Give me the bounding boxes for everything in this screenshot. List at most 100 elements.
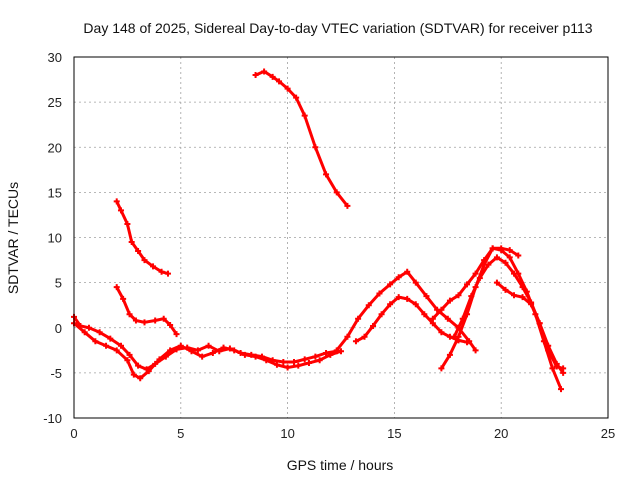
data-point bbox=[152, 317, 159, 324]
data-point bbox=[107, 335, 114, 342]
x-tick-label: 10 bbox=[280, 426, 294, 441]
data-point bbox=[312, 353, 319, 360]
data-point bbox=[301, 356, 308, 363]
y-tick-label: 25 bbox=[48, 95, 62, 110]
data-point bbox=[231, 347, 238, 354]
grid-lines bbox=[74, 57, 608, 418]
data-point bbox=[167, 322, 174, 329]
data-point bbox=[194, 347, 201, 354]
data-point bbox=[295, 362, 302, 369]
data-point bbox=[519, 294, 526, 301]
data-point bbox=[387, 301, 394, 308]
data-point bbox=[113, 284, 120, 291]
data-point bbox=[395, 274, 402, 281]
data-point bbox=[502, 286, 509, 293]
data-point bbox=[519, 284, 526, 291]
data-point bbox=[344, 202, 351, 209]
data-point bbox=[135, 362, 142, 369]
data-point bbox=[498, 245, 505, 252]
data-point bbox=[141, 319, 148, 326]
data-point bbox=[81, 329, 88, 336]
data-point bbox=[438, 365, 445, 372]
data-point bbox=[280, 359, 287, 366]
y-tick-label: -10 bbox=[43, 411, 62, 426]
data-point bbox=[485, 261, 492, 268]
y-tick-label: 20 bbox=[48, 140, 62, 155]
data-point bbox=[177, 342, 184, 349]
data-point bbox=[301, 112, 308, 119]
data-point bbox=[276, 78, 283, 85]
data-point bbox=[209, 350, 216, 357]
data-point bbox=[316, 357, 323, 364]
data-point bbox=[352, 338, 359, 345]
data-point bbox=[493, 279, 500, 286]
data-point bbox=[558, 386, 565, 393]
y-tick-label: 5 bbox=[55, 276, 62, 291]
data-point bbox=[305, 359, 312, 366]
data-point bbox=[333, 347, 340, 354]
data-point bbox=[92, 338, 99, 345]
chart-title: Day 148 of 2025, Sidereal Day-to-day VTE… bbox=[83, 20, 592, 36]
data-point bbox=[145, 368, 152, 375]
data-point bbox=[269, 73, 276, 80]
y-tick-label: 10 bbox=[48, 231, 62, 246]
data-point bbox=[160, 315, 167, 322]
data-point bbox=[468, 293, 475, 300]
data-point bbox=[220, 344, 227, 351]
data-point bbox=[124, 220, 131, 227]
y-tick-label: 30 bbox=[48, 50, 62, 65]
data-point bbox=[252, 72, 259, 79]
data-point bbox=[553, 363, 560, 370]
data-point bbox=[120, 295, 127, 302]
data-point bbox=[261, 68, 268, 75]
data-point bbox=[117, 207, 124, 214]
data-point bbox=[141, 257, 148, 264]
data-point bbox=[113, 198, 120, 205]
x-tick-label: 15 bbox=[387, 426, 401, 441]
data-point bbox=[273, 361, 280, 368]
data-point bbox=[511, 292, 518, 299]
x-tick-label: 25 bbox=[601, 426, 615, 441]
data-point bbox=[464, 281, 471, 288]
y-tick-label: -5 bbox=[50, 366, 62, 381]
data-point bbox=[423, 293, 430, 300]
x-tick-label: 20 bbox=[494, 426, 508, 441]
data-point bbox=[446, 297, 453, 304]
data-point bbox=[150, 263, 157, 270]
data-point bbox=[137, 375, 144, 382]
data-point bbox=[124, 357, 131, 364]
data-point bbox=[167, 347, 174, 354]
data-point bbox=[113, 347, 120, 354]
data-point bbox=[361, 333, 368, 340]
plot-frame bbox=[73, 56, 609, 419]
data-point bbox=[293, 94, 300, 101]
data-point bbox=[205, 342, 212, 349]
x-tick-label: 5 bbox=[177, 426, 184, 441]
data-point bbox=[344, 333, 351, 340]
data-point bbox=[96, 329, 103, 336]
data-point bbox=[333, 189, 340, 196]
data-point bbox=[355, 315, 362, 322]
data-point bbox=[199, 353, 206, 360]
data-point bbox=[404, 268, 411, 275]
data-point bbox=[446, 351, 453, 358]
data-point bbox=[438, 306, 445, 313]
data-point bbox=[158, 268, 165, 275]
data-point bbox=[476, 275, 483, 282]
x-tick-label: 0 bbox=[70, 426, 77, 441]
data-point bbox=[472, 270, 479, 277]
data-point bbox=[459, 315, 466, 322]
data-point bbox=[252, 353, 259, 360]
data-point bbox=[451, 333, 458, 340]
data-point bbox=[323, 350, 330, 357]
data-point bbox=[284, 364, 291, 371]
data-point bbox=[312, 144, 319, 151]
tick-labels: 0 5 10 15 20 25 -10 -5 0 5 10 15 20 25 30 bbox=[43, 50, 615, 441]
data-point bbox=[156, 356, 163, 363]
data-point bbox=[438, 329, 445, 336]
data-point bbox=[130, 371, 137, 378]
data-point bbox=[549, 365, 556, 372]
data-point bbox=[188, 348, 195, 355]
data-point bbox=[365, 302, 372, 309]
